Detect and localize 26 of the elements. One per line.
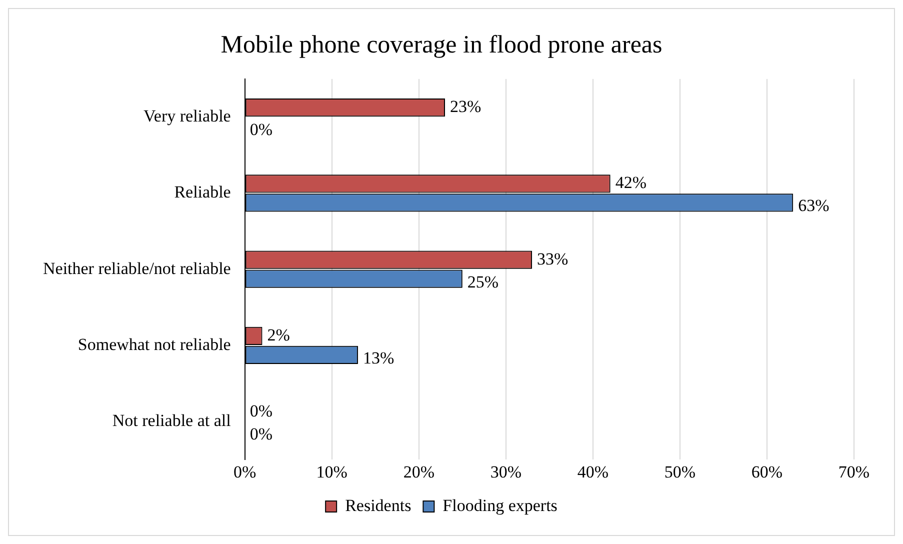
x-tick-label: 10% — [316, 462, 348, 482]
y-tick-label: Not reliable at all — [112, 411, 232, 430]
x-tick-label: 0% — [234, 462, 256, 482]
data-label: 2% — [267, 325, 290, 344]
legend-label: Flooding experts — [442, 496, 558, 515]
legend-label: Residents — [345, 496, 412, 515]
y-tick-label: Very reliable — [144, 106, 231, 126]
data-label: 0% — [250, 401, 273, 420]
y-tick-label: Reliable — [174, 182, 231, 202]
x-tick-label: 70% — [838, 462, 870, 482]
x-tick-label: 60% — [751, 462, 783, 482]
y-tick-label: Somewhat not reliable — [78, 334, 231, 354]
x-tick-label: 20% — [403, 462, 434, 482]
y-tick-label: Neither reliable/not reliable — [42, 258, 231, 278]
data-label: 23% — [450, 97, 482, 116]
data-label: 33% — [537, 249, 568, 268]
chart-title: Mobile phone coverage in flood prone areas — [220, 32, 662, 59]
data-label: 0% — [250, 424, 273, 444]
data-label: 63% — [798, 196, 830, 216]
x-tick-label: 30% — [490, 462, 522, 482]
data-label: 13% — [362, 348, 394, 368]
data-label: 42% — [615, 173, 647, 192]
x-tick-label: 40% — [577, 462, 609, 482]
x-tick-label: 50% — [664, 462, 696, 482]
data-label: 0% — [250, 120, 273, 140]
data-label: 25% — [467, 272, 499, 292]
